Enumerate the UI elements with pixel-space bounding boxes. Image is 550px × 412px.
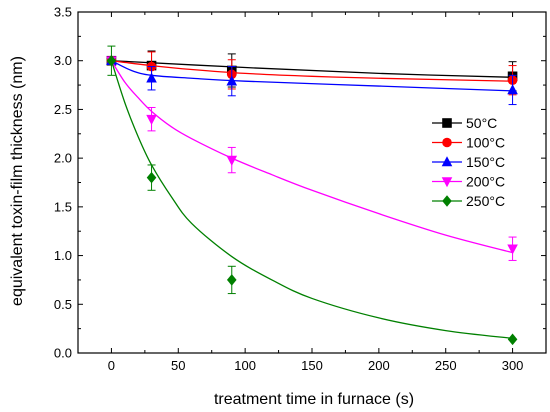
y-tick-label: 3.0 — [54, 53, 72, 68]
legend-label: 100°C — [466, 135, 505, 151]
fit-line — [110, 60, 513, 254]
data-point — [146, 114, 157, 125]
x-tick-label: 300 — [502, 358, 524, 373]
y-tick-label: 2.5 — [54, 102, 72, 117]
fit-line — [111, 60, 513, 78]
legend-item: 150°C — [432, 154, 505, 170]
data-point — [106, 54, 117, 67]
x-axis-label: treatment time in furnace (s) — [214, 391, 414, 408]
legend-marker — [441, 156, 453, 167]
x-tick-label: 250 — [435, 358, 457, 373]
y-tick-label: 0.5 — [54, 297, 72, 312]
data-point — [507, 333, 518, 346]
y-tick-label: 0.0 — [54, 346, 72, 361]
legend-label: 200°C — [466, 174, 505, 190]
data-point — [226, 155, 238, 166]
legend-item: 100°C — [432, 135, 505, 151]
fit-line — [111, 60, 513, 92]
series-250C — [106, 45, 518, 346]
data-point — [226, 274, 237, 286]
data-point — [226, 75, 238, 86]
series-layer — [106, 45, 518, 346]
legend-label: 50°C — [466, 115, 497, 131]
x-tick-label: 150 — [301, 358, 323, 373]
legend: 50°C 100°C 150°C 200°C 250°C — [432, 115, 505, 209]
legend-marker — [442, 118, 452, 128]
fit-line — [110, 60, 513, 340]
x-tick-label: 200 — [368, 358, 390, 373]
data-point — [507, 84, 518, 95]
series-200C — [106, 56, 518, 261]
data-point — [507, 244, 518, 255]
data-point — [146, 171, 157, 184]
data-point — [146, 72, 157, 83]
y-tick-label: 2.0 — [54, 151, 72, 166]
legend-label: 150°C — [466, 154, 505, 170]
legend-item: 250°C — [432, 193, 505, 209]
legend-marker — [442, 195, 452, 207]
y-tick-label: 3.5 — [54, 5, 72, 20]
y-tick-label: 1.0 — [54, 248, 72, 263]
y-axis-label: equivalent toxin-film thickness (nm) — [9, 56, 26, 306]
series-50C — [106, 50, 518, 92]
legend-item: 50°C — [432, 115, 497, 131]
legend-marker — [442, 137, 452, 148]
y-tick-label: 1.5 — [54, 199, 72, 214]
x-tick-label: 100 — [234, 358, 256, 373]
axes: 0 50 100 150 200 250 300 0.0 0.5 1.0 1.5 2.0 2.5 3.0 3… — [54, 5, 546, 373]
legend-label: 250°C — [466, 193, 505, 209]
x-tick-label: 50 — [171, 358, 185, 373]
legend-marker — [441, 177, 453, 188]
x-tick-label: 0 — [108, 358, 115, 373]
legend-item: 200°C — [432, 174, 505, 190]
